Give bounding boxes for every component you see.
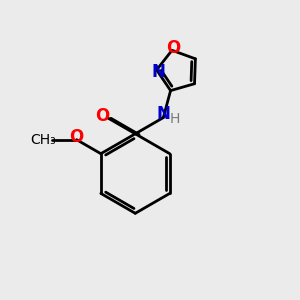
Text: O: O xyxy=(95,107,109,125)
Text: CH₃: CH₃ xyxy=(31,133,56,147)
Text: N: N xyxy=(151,63,165,81)
Text: O: O xyxy=(70,128,84,146)
Text: O: O xyxy=(166,39,181,57)
Text: N: N xyxy=(156,105,170,123)
Text: H: H xyxy=(169,112,180,126)
